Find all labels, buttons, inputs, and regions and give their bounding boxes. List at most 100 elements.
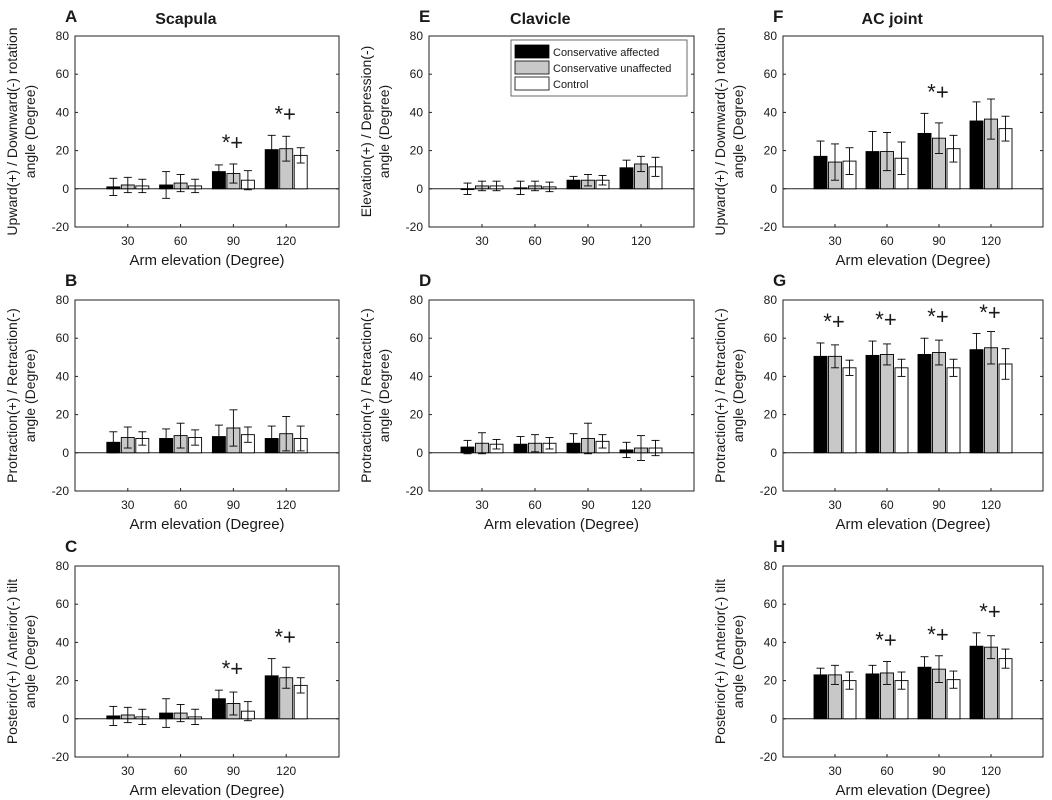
panel-letter: D bbox=[419, 271, 431, 290]
y-tick-label: 60 bbox=[764, 67, 778, 81]
y-tick-label: 40 bbox=[410, 105, 424, 119]
panel-title: Clavicle bbox=[510, 11, 571, 28]
panel-title: AC joint bbox=[862, 11, 924, 28]
y-tick-label: 80 bbox=[764, 293, 778, 307]
y-tick-label: 80 bbox=[764, 29, 778, 43]
x-tick-label: 30 bbox=[475, 498, 489, 512]
y-tick-label: 40 bbox=[764, 369, 778, 383]
panel-c: -20 0 20 40 60 80 30 60 90 120 *+ *+ C Arm elevation … bbox=[4, 537, 340, 799]
panel-g: -20 0 20 40 60 80 30 60 90 120 *+ *+ *+ *+ G Arm elevat… bbox=[712, 271, 1044, 533]
bar bbox=[828, 355, 842, 454]
y-axis-label: Posterior(+) / Anterior(-) tilt bbox=[4, 579, 20, 744]
x-tick-label: 120 bbox=[276, 498, 296, 512]
x-axis-label: Arm elevation (Degree) bbox=[129, 252, 284, 269]
x-tick-label: 60 bbox=[174, 234, 188, 248]
x-tick-label: 120 bbox=[276, 764, 296, 778]
x-axis-label: Arm elevation (Degree) bbox=[835, 516, 990, 533]
y-tick-label: 0 bbox=[62, 446, 69, 460]
x-axis-label: Arm elevation (Degree) bbox=[129, 782, 284, 799]
y-tick-label: 40 bbox=[56, 105, 70, 119]
x-tick-label: 120 bbox=[981, 234, 1001, 248]
y-tick-label: 20 bbox=[410, 408, 424, 422]
panel-letter: H bbox=[773, 537, 785, 556]
bar bbox=[894, 367, 909, 454]
y-tick-label: -20 bbox=[760, 484, 778, 498]
significance-marker: *+ bbox=[274, 625, 295, 650]
x-axis-label: Arm elevation (Degree) bbox=[835, 782, 990, 799]
y-tick-label: -20 bbox=[760, 220, 778, 234]
y-axis-label: Upward(+) / Downward(-) rotation bbox=[712, 27, 728, 235]
plot-frame bbox=[428, 35, 695, 228]
legend-label: Conservative unaffected bbox=[553, 63, 671, 75]
y-axis-label: Posterior(+) / Anterior(-) tilt bbox=[712, 579, 728, 744]
x-tick-label: 90 bbox=[227, 764, 241, 778]
panel-b: -20 0 20 40 60 80 30 60 90 120 B Arm elevation (Deg… bbox=[4, 271, 340, 533]
x-tick-label: 90 bbox=[932, 234, 946, 248]
y-tick-label: 40 bbox=[410, 369, 424, 383]
y-tick-label: 40 bbox=[764, 105, 778, 119]
y-tick-label: 40 bbox=[764, 635, 778, 649]
significance-marker: *+ bbox=[979, 599, 1000, 624]
y-tick-label: -20 bbox=[406, 220, 424, 234]
y-tick-label: 60 bbox=[764, 331, 778, 345]
x-tick-label: 60 bbox=[880, 764, 894, 778]
plot-frame bbox=[782, 299, 1044, 492]
plot-frame bbox=[74, 35, 340, 228]
y-axis-label: angle (Degree) bbox=[22, 615, 38, 708]
legend-label: Conservative affected bbox=[553, 47, 659, 59]
plot-frame bbox=[74, 565, 340, 758]
y-tick-label: -20 bbox=[52, 220, 70, 234]
y-tick-label: 20 bbox=[56, 674, 70, 688]
x-tick-label: 120 bbox=[631, 234, 651, 248]
x-tick-label: 30 bbox=[828, 498, 842, 512]
x-tick-label: 60 bbox=[174, 498, 188, 512]
y-axis-label: Upward(+) / Downward(-) rotation bbox=[4, 27, 20, 235]
y-tick-label: 60 bbox=[410, 331, 424, 345]
bar bbox=[946, 367, 961, 454]
y-axis-label: angle (Degree) bbox=[730, 349, 746, 442]
y-tick-label: 80 bbox=[56, 559, 70, 573]
bar bbox=[813, 355, 828, 454]
panel-e: -20 0 20 40 60 80 30 60 90 120 E Clavicle Elevation(… bbox=[358, 7, 695, 248]
panel-d: -20 0 20 40 60 80 30 60 90 120 D Arm elevation (Deg… bbox=[358, 271, 695, 533]
y-tick-label: 60 bbox=[410, 67, 424, 81]
legend-label: Control bbox=[553, 79, 588, 91]
bar bbox=[880, 353, 894, 454]
legend-swatch bbox=[514, 60, 550, 75]
panel-letter: F bbox=[773, 7, 783, 26]
x-tick-label: 60 bbox=[528, 498, 542, 512]
y-tick-label: 60 bbox=[56, 67, 70, 81]
y-tick-label: 0 bbox=[62, 182, 69, 196]
x-axis-label: Arm elevation (Degree) bbox=[484, 516, 639, 533]
y-tick-label: 60 bbox=[764, 597, 778, 611]
y-tick-label: 0 bbox=[416, 182, 423, 196]
legend-swatch bbox=[514, 44, 550, 59]
y-tick-label: 80 bbox=[56, 29, 70, 43]
y-tick-label: 80 bbox=[56, 293, 70, 307]
legend: Conservative affected Conservative unaffe… bbox=[510, 39, 688, 97]
plot-frame bbox=[782, 35, 1044, 228]
y-axis-label: Protraction(+) / Retraction(-) bbox=[712, 308, 728, 483]
x-tick-label: 60 bbox=[174, 764, 188, 778]
y-axis-label: angle (Degree) bbox=[730, 615, 746, 708]
panel-letter: B bbox=[65, 271, 77, 290]
panel-letter: G bbox=[773, 271, 786, 290]
plot-frame bbox=[782, 565, 1044, 758]
significance-marker: *+ bbox=[927, 304, 948, 329]
legend-swatch bbox=[514, 76, 550, 91]
y-tick-label: 80 bbox=[764, 559, 778, 573]
x-tick-label: 30 bbox=[121, 498, 135, 512]
x-tick-label: 90 bbox=[581, 498, 595, 512]
x-tick-label: 30 bbox=[121, 234, 135, 248]
y-tick-label: -20 bbox=[760, 750, 778, 764]
panel-title: Scapula bbox=[155, 11, 216, 28]
y-axis-label: angle (Degree) bbox=[376, 349, 392, 442]
y-tick-label: 0 bbox=[770, 712, 777, 726]
y-axis-label: angle (Degree) bbox=[730, 85, 746, 178]
y-tick-label: 60 bbox=[56, 597, 70, 611]
significance-marker: *+ bbox=[222, 130, 243, 155]
significance-marker: *+ bbox=[222, 656, 243, 681]
x-tick-label: 90 bbox=[932, 498, 946, 512]
y-axis-label: angle (Degree) bbox=[22, 349, 38, 442]
